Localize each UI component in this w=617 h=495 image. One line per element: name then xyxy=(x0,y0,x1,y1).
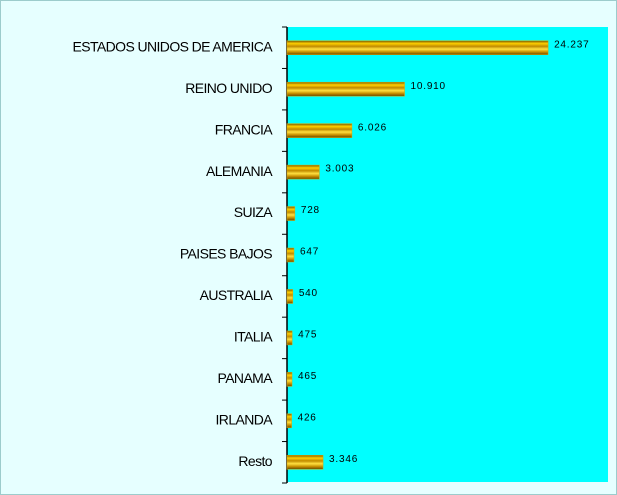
value-label: 3.003 xyxy=(325,164,354,175)
bar xyxy=(286,40,549,55)
value-label: 6.026 xyxy=(358,122,387,133)
category-label: ITALIA xyxy=(234,329,273,345)
category-label: SUIZA xyxy=(234,204,273,220)
bar xyxy=(286,330,293,346)
value-label: 10.910 xyxy=(411,81,446,92)
category-label: Resto xyxy=(238,453,272,469)
category-label: PAISES BAJOS xyxy=(180,246,272,262)
category-label: IRLANDA xyxy=(216,412,274,428)
bar xyxy=(286,123,353,138)
value-label: 3.346 xyxy=(329,454,358,465)
bar xyxy=(286,164,320,180)
category-label: PANAMA xyxy=(218,370,274,386)
category-label: ESTADOS UNIDOS DE AMERICA xyxy=(73,38,274,54)
bar xyxy=(286,206,296,221)
category-label: AUSTRALIA xyxy=(200,287,274,303)
bar xyxy=(286,372,293,387)
bar xyxy=(286,289,294,304)
value-label: 647 xyxy=(300,247,319,258)
value-label: 426 xyxy=(298,412,317,423)
category-label: REINO UNIDO xyxy=(185,80,272,96)
bar xyxy=(286,81,405,97)
value-label: 465 xyxy=(298,371,317,382)
value-label: 24.237 xyxy=(554,39,589,50)
value-label: 475 xyxy=(298,330,317,341)
value-label: 540 xyxy=(299,288,318,299)
plot-area xyxy=(287,27,608,482)
bar xyxy=(286,455,324,470)
value-label: 728 xyxy=(301,205,320,216)
bar xyxy=(286,247,295,263)
category-label: FRANCIA xyxy=(215,121,274,137)
bar xyxy=(286,413,292,429)
category-label: ALEMANIA xyxy=(206,163,273,179)
